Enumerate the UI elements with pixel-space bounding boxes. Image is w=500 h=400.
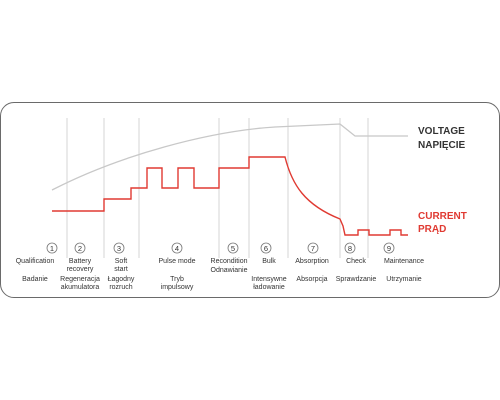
stage-number: 7 [311, 244, 315, 253]
stage-label-en: Bulk [262, 258, 276, 265]
stage-label-pl: Regeneracja akumulatora [60, 276, 100, 292]
stage-label-en: Pulse mode [158, 258, 196, 265]
voltage-legend-pl: NAPIĘCIE [418, 140, 466, 151]
voltage-curve [51, 123, 408, 191]
stage-number: 4 [175, 244, 179, 253]
stage-number: 9 [387, 244, 391, 253]
stage-circle [171, 242, 183, 254]
stage-label-pl: Sprawdzanie [335, 276, 377, 283]
stage-label-pl: Utrzymanie [386, 276, 422, 283]
stage-circle [113, 242, 125, 254]
stage-label-pl: Odnawianie [210, 267, 248, 274]
stage-number: 1 [50, 244, 54, 253]
current-legend-en: CURRENT [418, 211, 467, 222]
stage-label-en: Absorption [295, 258, 329, 265]
stage-circle [227, 242, 239, 254]
stage-number: 6 [264, 244, 268, 253]
stage-circle [260, 242, 272, 254]
voltage-legend-en: VOLTAGE [418, 126, 465, 137]
current-legend-pl: PRĄD [418, 224, 446, 235]
stage-circle [46, 242, 58, 254]
stage-circle [74, 242, 86, 254]
current-curve [52, 156, 408, 236]
diagram-panel [0, 102, 500, 298]
stage-label-en: Recondition [210, 258, 248, 265]
stage-circle [383, 242, 395, 254]
stage-label-pl: Badanie [22, 276, 48, 283]
stage-label-en: Battery recovery [66, 258, 94, 274]
stage-label-en: Maintenance [383, 258, 425, 265]
stage-number: 2 [78, 244, 82, 253]
stage-number: 3 [117, 244, 121, 253]
stage-label-pl: Łagodny rozruch [107, 276, 135, 292]
stage-circle [344, 242, 356, 254]
stage-label-pl: Absorpcja [296, 276, 328, 283]
stage-circle [307, 242, 319, 254]
stage-label-en: Qualification [15, 258, 55, 265]
stage-number: 8 [348, 244, 352, 253]
stage-number: 5 [231, 244, 235, 253]
stage-label-pl: Tryb impulsowy [160, 276, 194, 292]
stage-dividers [66, 118, 369, 258]
stage-label-en: Check [346, 258, 366, 265]
stage-label-pl: Intensywne ładowanie [251, 276, 287, 292]
stage-label-en: Soft start [114, 258, 128, 274]
stage-number-circles: 1 2 3 4 5 6 7 8 9 [46, 242, 395, 254]
